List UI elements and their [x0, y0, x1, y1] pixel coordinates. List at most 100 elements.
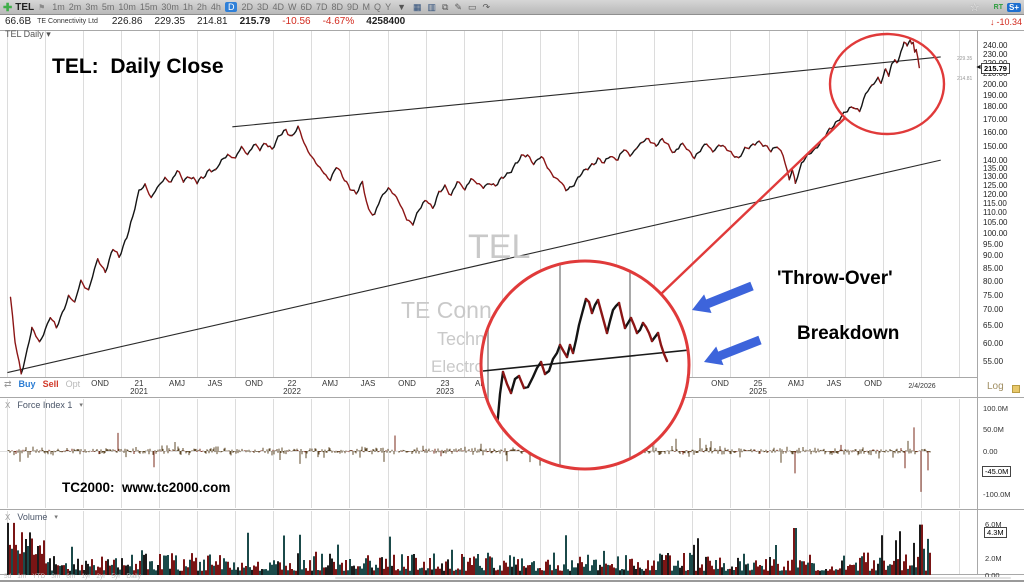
price-axis-label: 230.00 [983, 49, 1008, 59]
throw-over-arrow [692, 281, 754, 313]
force-panel-title[interactable]: Force Index 1 [17, 400, 73, 410]
zoom-preset-5yr[interactable]: 5yr [111, 573, 121, 580]
timeframe-button-M[interactable]: M [362, 2, 371, 12]
volume-bars-black [7, 522, 921, 575]
copy-icon[interactable]: ⧉ [442, 1, 449, 12]
price-pointer-icon: ◄ [975, 64, 982, 71]
opt-button[interactable]: Opt [65, 379, 81, 389]
quote-low: 214.81 [197, 16, 228, 27]
zoom-preset-5d[interactable]: 5d [4, 573, 12, 580]
zoom-preset-Daily[interactable]: Daily [126, 573, 141, 580]
price-axis-label: 240.00 [983, 40, 1008, 50]
close-force-panel-button[interactable]: X [5, 400, 11, 410]
volume-bars-teal [11, 528, 929, 575]
timeframe-button-7D[interactable]: 7D [316, 2, 328, 12]
trendline-upper[interactable] [232, 56, 941, 128]
timeframe-button-1h[interactable]: 1h [182, 2, 193, 12]
tc2000-credit: TC2000: www.tc2000.com [62, 480, 231, 495]
quote-volume: 4258400 [366, 16, 406, 27]
share-icon[interactable]: ↷ [482, 1, 491, 12]
watermark-line3: Techno [437, 329, 496, 349]
magnifier-connector-line [660, 117, 846, 295]
chart-period-label[interactable]: TEL Daily ▾ [5, 29, 51, 39]
log-scale-icon[interactable] [1012, 385, 1020, 393]
timeframe-button-9D[interactable]: 9D [347, 2, 359, 12]
price-axis-label: 75.00 [983, 290, 1004, 300]
volume-panel-title[interactable]: Volume [17, 512, 48, 522]
timeframe-button-D[interactable]: D [224, 2, 238, 12]
high-marker: 229.35 [957, 56, 973, 62]
log-scale-toggle[interactable]: Log [987, 381, 1004, 392]
zoom-preset-1m[interactable]: 1m [17, 573, 27, 580]
timeframe-button-2m[interactable]: 2m [68, 2, 82, 12]
splus-badge[interactable]: S+ [1006, 2, 1021, 12]
realtime-badge: RT [993, 3, 1003, 11]
indicator-bars-icon[interactable]: ▥ [427, 1, 437, 12]
zoom-preset-1yr[interactable]: 1yr [81, 573, 91, 580]
timeframe-button-3D[interactable]: 3D [256, 2, 269, 12]
timeframe-button-1m[interactable]: 1m [52, 2, 65, 12]
volume-axis-label: 0.00 [985, 570, 1000, 580]
price-axis-label: 60.00 [983, 338, 1004, 348]
timeframe-button-5m[interactable]: 5m [101, 2, 115, 12]
flag-icon[interactable]: ⚑ [38, 2, 46, 12]
timeframe-button-W[interactable]: W [287, 2, 297, 12]
timeframe-button-30m[interactable]: 30m [161, 2, 179, 12]
zoom-preset-3m[interactable]: 3m [51, 573, 61, 580]
price-axis-label: 180.00 [983, 102, 1008, 112]
volume-value-tag: 4.3M [984, 527, 1007, 538]
date-axis-label: OND [91, 379, 109, 388]
zoom-preset-YTD[interactable]: YTD [32, 573, 46, 580]
quote-change-pct: -4.67% [322, 16, 355, 27]
date-axis-label: OND [711, 379, 729, 388]
date-axis-label: 2/4/2026 [908, 383, 936, 390]
timeframe-button-10m[interactable]: 10m [118, 2, 136, 12]
horizontal-scrollbar[interactable] [335, 577, 1011, 579]
add-symbol-icon[interactable]: ✚ [3, 1, 13, 14]
zoom-preset-2yr[interactable]: 2yr [96, 573, 106, 580]
timeframe-button-Q[interactable]: Q [374, 2, 382, 12]
down-arrow-icon: ↓ [989, 16, 995, 27]
price-axis-label: 70.00 [983, 305, 1004, 315]
date-axis-label: OND [864, 379, 882, 388]
switch-icon[interactable]: ⇄ [4, 379, 12, 389]
price-axis-label: 125.00 [983, 180, 1008, 190]
timeframe-button-6D[interactable]: 6D [300, 2, 312, 12]
price-axis-label: 85.00 [983, 263, 1004, 273]
timeframe-button-4D[interactable]: 4D [272, 2, 284, 12]
throw-over-callout-circle [828, 32, 946, 136]
chart-type-icon[interactable]: ▦ [413, 1, 422, 12]
force-panel-caret[interactable]: ▾ [79, 402, 83, 409]
force-index-header: X Force Index 1 ▾ [5, 400, 83, 410]
price-series [9, 39, 920, 375]
timeframe-button-8D[interactable]: 8D [331, 2, 344, 12]
draw-pencil-icon[interactable]: ✎ [454, 1, 463, 12]
quote-change: -10.56 [282, 16, 311, 27]
close-volume-panel-button[interactable]: X [5, 512, 11, 522]
buy-button[interactable]: Buy [18, 379, 36, 389]
timeframe-button-3m[interactable]: 3m [85, 2, 98, 12]
trade-buttons: ⇄ Buy Sell Opt [4, 379, 80, 390]
timeframe-button-15m[interactable]: 15m [139, 2, 158, 12]
favorite-star-icon[interactable]: ☆ [969, 1, 980, 14]
volume-bars-red [9, 522, 931, 575]
timeframe-dropdown-caret[interactable]: ▼ [397, 2, 406, 12]
sell-button[interactable]: Sell [42, 379, 59, 389]
price-axis-label: 105.00 [983, 218, 1008, 228]
timeframe-button-2D[interactable]: 2D [241, 2, 253, 12]
date-axis-label: OND [398, 379, 416, 388]
volume-panel-caret[interactable]: ▾ [54, 514, 58, 521]
main-gridlines [7, 31, 960, 377]
date-axis-label: JAS [360, 379, 376, 388]
symbol-label[interactable]: TEL [15, 1, 35, 13]
volume-axis-label: 6.0M [985, 520, 1002, 530]
trendline-lower[interactable] [7, 159, 941, 374]
timeframe-button-Y[interactable]: Y [385, 2, 392, 12]
timeframe-button-2h[interactable]: 2h [196, 2, 207, 12]
date-axis-label: 23 2023 [436, 379, 454, 396]
folder-icon[interactable]: ▭ [468, 1, 477, 12]
price-axis-label: 120.00 [983, 189, 1008, 199]
timeframe-button-4h[interactable]: 4h [210, 2, 221, 12]
zoom-preset-6m[interactable]: 6m [66, 573, 76, 580]
